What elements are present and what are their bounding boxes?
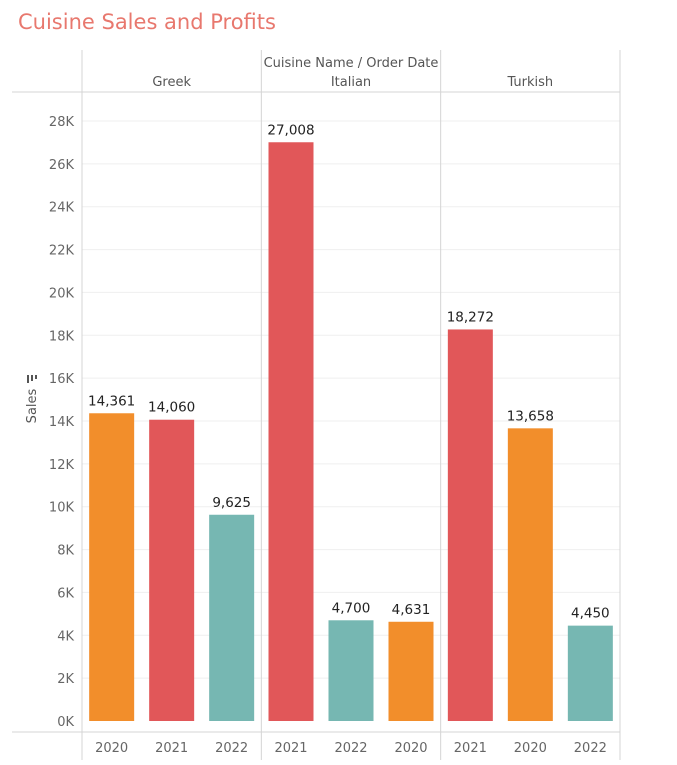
data-label: 4,631 [392,602,431,618]
bar [209,514,255,721]
y-tick-label: 6K [57,586,74,601]
bar [447,329,493,721]
x-tick-label: 2022 [574,741,607,756]
y-tick-label: 0K [57,715,74,730]
data-label: 18,272 [447,309,494,325]
chart-title: Cuisine Sales and Profits [18,10,276,34]
x-tick-label: 2020 [514,741,547,756]
group-header: Turkish [506,75,553,90]
y-tick-label: 26K [49,158,75,173]
y-tick-label: 10K [49,501,75,516]
bar [149,419,195,721]
x-tick-label: 2021 [274,741,307,756]
bar [89,413,135,721]
y-tick-label: 20K [49,286,75,301]
y-tick-label: 2K [57,672,74,687]
bar [567,625,613,721]
x-tick-label: 2021 [454,741,487,756]
y-tick-label: 16K [49,372,75,387]
y-tick-label: 18K [49,329,75,344]
x-tick-label: 2022 [215,741,248,756]
data-label: 14,060 [148,400,195,416]
x-tick-label: 2021 [155,741,188,756]
y-tick-label: 28K [49,115,75,130]
bar [268,142,314,721]
y-tick-label: 14K [49,415,75,430]
data-label: 4,450 [571,606,610,622]
group-header: Italian [331,75,371,90]
y-tick-label: 4K [57,629,74,644]
bar [328,620,374,721]
group-header: Greek [152,75,191,90]
bar [507,428,553,721]
sort-icon [31,375,33,381]
sort-icon [27,375,29,383]
y-tick-label: 8K [57,544,74,559]
y-tick-label: 24K [49,201,75,216]
data-label: 9,625 [212,495,251,511]
data-label: 4,700 [332,600,371,616]
bar [388,621,434,721]
x-tick-label: 2020 [394,741,427,756]
data-label: 27,008 [267,122,314,138]
data-label: 13,658 [507,408,554,424]
y-tick-label: 22K [49,244,75,259]
data-label: 14,361 [88,393,135,409]
y-tick-label: 12K [49,458,75,473]
sort-icon [35,375,37,379]
x-tick-label: 2022 [334,741,367,756]
header-field-label: Cuisine Name / Order Date [264,56,439,71]
y-axis-title: Sales [25,388,40,423]
x-tick-label: 2020 [95,741,128,756]
